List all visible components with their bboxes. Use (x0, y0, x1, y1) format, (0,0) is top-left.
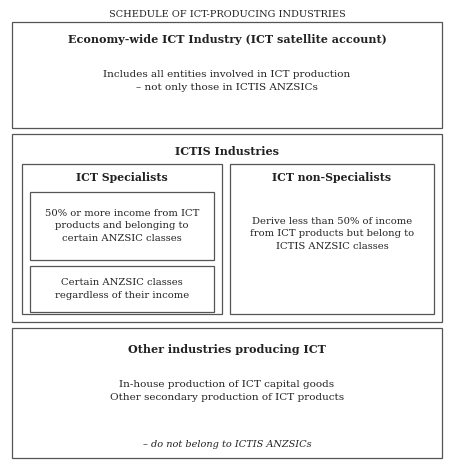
Bar (12, 328, 442, 458)
Text: 50% or more income from ICT
products and belonging to
certain ANZSIC classes: 50% or more income from ICT products and… (45, 209, 199, 243)
Bar (22, 164, 222, 314)
Bar (12, 22, 442, 128)
Text: ICT Specialists: ICT Specialists (76, 172, 168, 183)
Text: – do not belong to ICTIS ANZSICs: – do not belong to ICTIS ANZSICs (143, 440, 311, 449)
Text: Includes all entities involved in ICT production
– not only those in ICTIS ANZSI: Includes all entities involved in ICT pr… (104, 70, 350, 92)
Bar (12, 134, 442, 322)
Bar (30, 192, 214, 260)
Text: In-house production of ICT capital goods
Other secondary production of ICT produ: In-house production of ICT capital goods… (110, 380, 344, 402)
Text: Economy-wide ICT Industry (ICT satellite account): Economy-wide ICT Industry (ICT satellite… (68, 34, 386, 45)
Text: ICTIS Industries: ICTIS Industries (175, 146, 279, 157)
Bar (30, 266, 214, 312)
Text: Derive less than 50% of income
from ICT products but belong to
ICTIS ANZSIC clas: Derive less than 50% of income from ICT … (250, 217, 414, 251)
Text: SCHEDULE OF ICT-PRODUCING INDUSTRIES: SCHEDULE OF ICT-PRODUCING INDUSTRIES (109, 10, 345, 19)
Text: Other industries producing ICT: Other industries producing ICT (128, 344, 326, 355)
Text: ICT non-Specialists: ICT non-Specialists (272, 172, 391, 183)
Bar (230, 164, 434, 314)
Text: Certain ANZSIC classes
regardless of their income: Certain ANZSIC classes regardless of the… (55, 278, 189, 300)
